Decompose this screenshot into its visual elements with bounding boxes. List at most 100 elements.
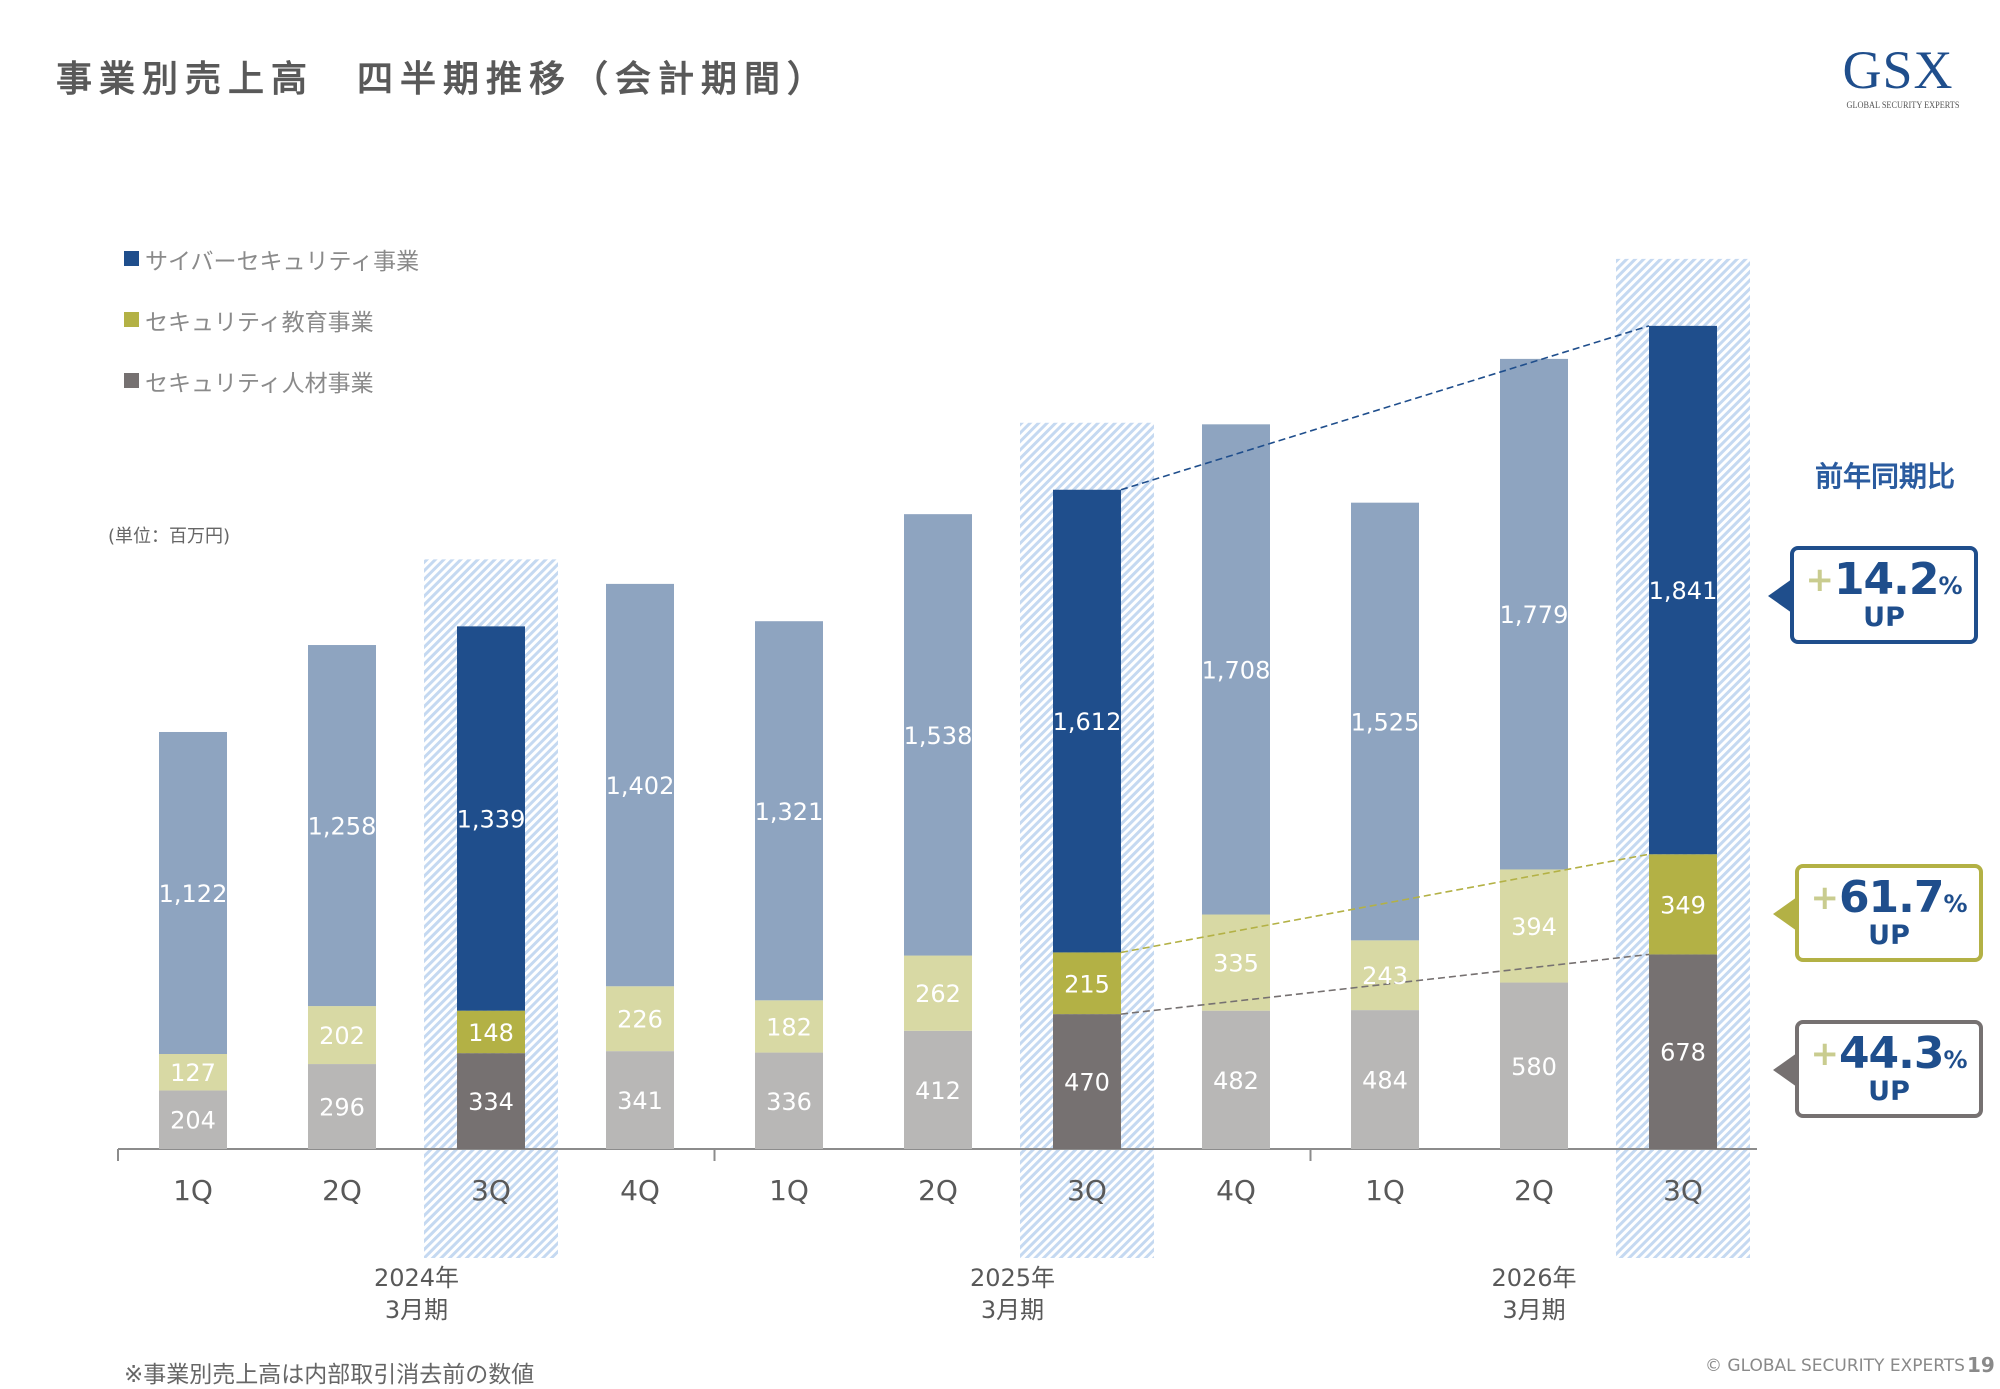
- value-label: 484: [1362, 1067, 1408, 1095]
- value-label: 243: [1362, 962, 1408, 990]
- value-label: 204: [170, 1107, 216, 1135]
- value-label: 335: [1213, 950, 1259, 978]
- quarter-label: 3Q: [1663, 1174, 1703, 1207]
- bar-segment: [159, 1054, 227, 1091]
- value-label: 394: [1511, 913, 1557, 941]
- percent-sign: %: [1938, 572, 1963, 600]
- value-label: 127: [170, 1059, 216, 1087]
- value-label: 1,538: [904, 722, 973, 750]
- value-label: 262: [915, 980, 961, 1008]
- legend-label: セキュリティ人材事業: [145, 370, 374, 397]
- value-label: 215: [1064, 970, 1110, 998]
- bar-segment: [904, 514, 972, 956]
- percent-sign: %: [1943, 890, 1968, 918]
- bar-segment: [457, 1053, 525, 1149]
- fiscal-year-label: 2025年: [970, 1264, 1055, 1292]
- plus-sign: +: [1805, 560, 1834, 600]
- legend-item-talent: セキュリティ人材事業: [124, 350, 419, 411]
- x-axis: [117, 1148, 1757, 1161]
- plus-sign: +: [1810, 1034, 1839, 1074]
- bar-segment: [1202, 424, 1270, 915]
- quarter-label: 1Q: [769, 1174, 809, 1207]
- yoy-up-label: UP: [1868, 1076, 1910, 1107]
- bar-segment: [1500, 869, 1568, 983]
- value-label: 336: [766, 1088, 812, 1116]
- yoy-callout-education: +61.7% UP: [1773, 864, 1983, 962]
- bar-segment: [1649, 325, 1717, 855]
- copyright: © GLOBAL SECURITY EXPERTS: [1705, 1356, 1965, 1376]
- bar-segment: [1053, 489, 1121, 953]
- quarter-label: 1Q: [1365, 1174, 1405, 1207]
- bar-segment: [1500, 982, 1568, 1149]
- bar-segment: [755, 1052, 823, 1149]
- comparison-line: [1120, 853, 1650, 954]
- bars: [159, 325, 1717, 1149]
- value-label: 482: [1213, 1067, 1259, 1095]
- callout-pointer-icon: [1773, 1053, 1797, 1087]
- bar-segment: [606, 986, 674, 1052]
- bar-segment: [1351, 502, 1419, 941]
- value-label: 334: [468, 1088, 514, 1116]
- value-label: 148: [468, 1019, 514, 1047]
- yoy-callout-cyber: +14.2% UP: [1768, 546, 1978, 644]
- bar-segment: [308, 1064, 376, 1149]
- comparison-line: [1120, 325, 1650, 491]
- quarter-label: 3Q: [471, 1174, 511, 1207]
- page-title: 事業別売上高 四半期推移（会計期間）: [56, 59, 831, 100]
- value-label: 1,122: [159, 880, 228, 908]
- value-label: 341: [617, 1087, 663, 1115]
- value-label: 182: [766, 1013, 812, 1041]
- value-label: 1,779: [1500, 601, 1569, 629]
- quarter-label: 2Q: [918, 1174, 958, 1207]
- bar-segment: [457, 1010, 525, 1054]
- fiscal-year-sublabel: 3月期: [385, 1296, 448, 1324]
- plus-sign: +: [1810, 878, 1839, 918]
- value-label: 296: [319, 1094, 365, 1122]
- value-label: 1,612: [1053, 708, 1122, 736]
- yoy-up-label: UP: [1868, 920, 1910, 951]
- bar-segment: [1351, 940, 1419, 1011]
- quarter-label: 3Q: [1067, 1174, 1107, 1207]
- bar-segment: [1202, 1010, 1270, 1149]
- quarter-label: 4Q: [620, 1174, 660, 1207]
- quarter-label: 2Q: [322, 1174, 362, 1207]
- bar-segment: [1351, 1010, 1419, 1149]
- yoy-callout-talent: +44.3% UP: [1773, 1020, 1983, 1118]
- fiscal-year-label: 2026年: [1491, 1264, 1576, 1292]
- legend-label: サイバーセキュリティ事業: [145, 248, 420, 275]
- bar-segment: [1500, 358, 1568, 870]
- footnote: ※事業別売上高は内部取引消去前の数値: [124, 1362, 535, 1388]
- yoy-title: 前年同期比: [1814, 460, 1955, 493]
- quarter-label: 4Q: [1216, 1174, 1256, 1207]
- value-label: 1,258: [308, 813, 377, 841]
- value-label: 1,525: [1351, 709, 1420, 737]
- callout-pointer-icon: [1768, 579, 1792, 613]
- quarter-label: 1Q: [173, 1174, 213, 1207]
- value-label: 226: [617, 1006, 663, 1034]
- percent-sign: %: [1943, 1046, 1968, 1074]
- value-label: 1,402: [606, 772, 675, 800]
- logo-mark: GSX: [1842, 40, 1954, 100]
- legend-swatch-icon: [124, 251, 139, 266]
- value-label: 349: [1660, 891, 1706, 919]
- legend-swatch-icon: [124, 312, 139, 327]
- value-label: 1,321: [755, 798, 824, 826]
- bar-segment: [308, 645, 376, 1007]
- logo-subtitle: GLOBAL SECURITY EXPERTS: [1846, 100, 1960, 110]
- page-number: 19: [1967, 1353, 1995, 1377]
- bar-segment: [904, 955, 972, 1031]
- bar-segment: [159, 1090, 227, 1149]
- bar-segment: [1053, 952, 1121, 1015]
- legend-item-education: セキュリティ教育事業: [124, 289, 419, 350]
- fiscal-year-label: 2024年: [374, 1264, 459, 1292]
- chart-legend: サイバーセキュリティ事業 セキュリティ教育事業 セキュリティ人材事業: [124, 228, 419, 411]
- value-label: 202: [319, 1022, 365, 1050]
- yoy-value: 61.7: [1838, 872, 1945, 923]
- bar-segment: [457, 626, 525, 1011]
- quarter-label: 2Q: [1514, 1174, 1554, 1207]
- value-label: 1,339: [457, 806, 526, 834]
- labels: 204 127 1,122 296 202 1,258 334 148 1,339 341 226 1…: [159, 577, 1718, 1324]
- bar-segment: [1649, 854, 1717, 955]
- value-label: 678: [1660, 1039, 1706, 1067]
- yoy-up-label: UP: [1863, 602, 1905, 633]
